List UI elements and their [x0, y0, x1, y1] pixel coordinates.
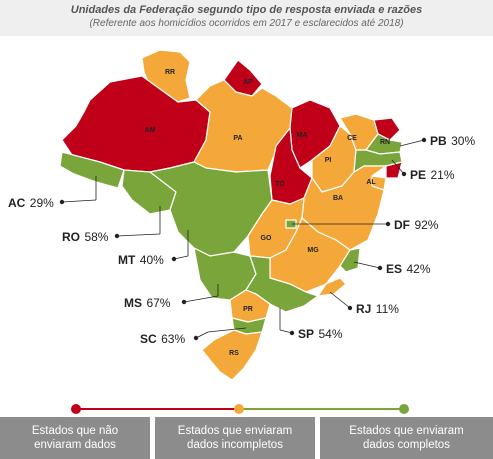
- state-rs: [201, 329, 263, 381]
- label-ap: AP: [243, 79, 253, 86]
- brazil-map: RR AP AM PA MA CE RN PI TO AL BA GO MG P…: [8, 49, 475, 381]
- legend-dot-red: [71, 404, 81, 414]
- callout-df: DF 92%: [394, 216, 439, 233]
- callout-sc: SC 63%: [140, 330, 185, 347]
- state-es: [339, 247, 361, 273]
- state-rn: [373, 117, 401, 141]
- label-pr: PR: [243, 306, 253, 313]
- callout-ms: MS 67%: [124, 294, 171, 311]
- legend-incomplete-line1: Estados que enviaram: [177, 425, 293, 437]
- callout-sp: SP 54%: [298, 325, 343, 342]
- label-ma: MA: [297, 132, 308, 139]
- legend-complete-line1: Estados que enviaram: [349, 425, 464, 437]
- callout-ro: RO 58%: [62, 228, 109, 245]
- legend-incomplete: Estados que enviaram dados incompletos: [155, 417, 315, 459]
- label-mg: MG: [307, 247, 319, 254]
- legend-dot-orange: [234, 404, 244, 414]
- label-pi: PI: [325, 157, 332, 164]
- callout-es: ES 42%: [386, 260, 431, 277]
- label-go: GO: [261, 235, 272, 242]
- legend-incomplete-line2: dados incompletos: [187, 439, 283, 451]
- callout-ac: AC 29%: [8, 194, 54, 211]
- legend-no-data-line1: Estados que não: [31, 425, 119, 437]
- header: Unidades da Federação segundo tipo de re…: [0, 0, 493, 36]
- label-rn: RN: [380, 139, 390, 146]
- legend-dot-green: [399, 404, 409, 414]
- callout-pe: PE 21%: [410, 166, 455, 183]
- legend-no-data: Estados que não enviaram dados: [0, 417, 150, 459]
- label-rr: RR: [165, 69, 175, 76]
- callout-pb: PB 30%: [430, 132, 475, 149]
- map-subtitle: (Referente aos homicídios ocorridos em 2…: [89, 18, 404, 29]
- callout-mt: MT 40%: [118, 251, 164, 268]
- legend-no-data-line2: enviaram dados: [34, 439, 116, 451]
- label-ce: CE: [347, 135, 357, 142]
- legend-line-green: [240, 408, 405, 410]
- state-df: [285, 219, 297, 229]
- state-rj: [317, 277, 347, 297]
- label-to: TO: [275, 181, 285, 188]
- label-pa: PA: [233, 135, 242, 142]
- callout-rj: RJ 11%: [356, 300, 399, 317]
- state-al: [385, 161, 403, 179]
- map-title: Unidades da Federação segundo tipo de re…: [70, 4, 423, 16]
- legend-complete-line2: dados completos: [363, 439, 450, 451]
- label-al: AL: [366, 179, 376, 186]
- label-ba: BA: [333, 195, 343, 202]
- label-am: AM: [145, 127, 156, 134]
- state-ac: [59, 151, 125, 189]
- label-rs: RS: [229, 350, 239, 357]
- legend-complete: Estados que enviaram dados completos: [320, 417, 493, 459]
